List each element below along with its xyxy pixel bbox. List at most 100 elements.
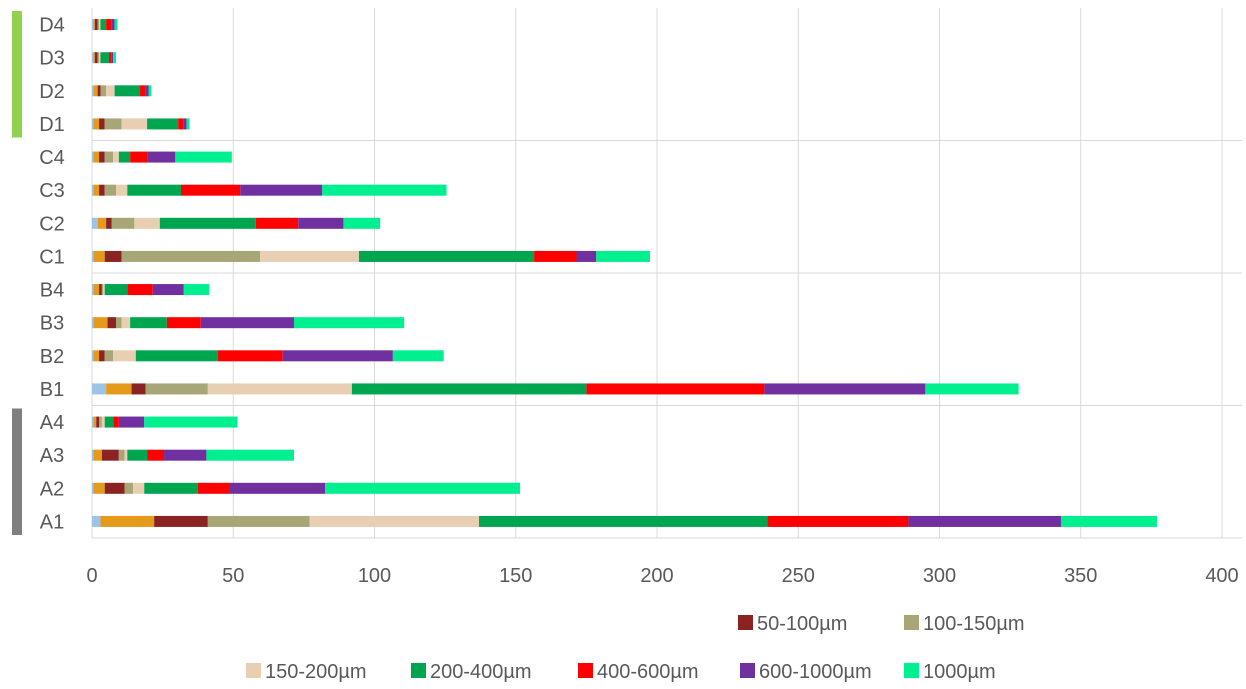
bar-segment-C3-s1: [93, 184, 100, 196]
bar-segment-A3-s6: [147, 449, 165, 461]
bar-segment-D4-s6: [106, 19, 112, 31]
bar-segment-C1-s6: [534, 250, 577, 262]
axes: 0 50 100 150 200 250 300 350 400 A1 A2 A3 A4 B1 B2 B3 B4…: [12, 11, 1242, 587]
bar-segment-A1-s6: [767, 515, 909, 527]
category-label: A2: [40, 478, 64, 500]
bar-segment-C2-s5: [159, 217, 256, 229]
bar-segment-A4-s5: [104, 416, 114, 428]
bar-segment-C4-s2: [99, 151, 105, 163]
legend-swatch: [411, 663, 426, 678]
bar-segment-C2-s7: [298, 217, 344, 229]
bar-segment-C3-s7: [240, 184, 323, 196]
bar-segment-C3-s6: [180, 184, 241, 196]
bar-segment-C3-s4: [116, 184, 128, 196]
category-label: B3: [40, 313, 64, 335]
bar-segment-D2-s0: [92, 85, 94, 97]
bar-segment-B4-s8: [183, 284, 210, 296]
category-label: C1: [39, 246, 65, 268]
bar-segment-B1-s5: [351, 383, 587, 395]
bar-segment-A4-s4: [101, 416, 105, 428]
bar-segment-D1-s1: [93, 118, 100, 130]
bar-segment-B1-s6: [586, 383, 765, 395]
bar-segment-A4-s7: [118, 416, 145, 428]
bar-segment-A2-s1: [93, 482, 105, 494]
bar-segment-D1-s4: [121, 118, 148, 130]
bar-segment-D4-s3: [97, 19, 100, 31]
bar-segment-A1-s4: [309, 515, 480, 527]
bar-segment-A2-s0: [92, 482, 94, 494]
x-tick-label: 50: [222, 565, 244, 587]
bar-segment-A4-s0: [92, 416, 94, 428]
bar-segment-C2-s4: [134, 217, 160, 229]
bar-segment-D4-s4: [99, 19, 101, 31]
bar-segment-D3-s7: [111, 52, 114, 64]
x-tick-label: 150: [499, 565, 532, 587]
bar-segment-A3-s0: [92, 449, 94, 461]
category-label: A4: [40, 412, 64, 434]
bar-segment-B4-s5: [104, 284, 128, 296]
bar-segment-A1-s8: [1060, 515, 1158, 527]
bar-segment-D4-s8: [114, 19, 118, 31]
bar-segment-D4-s0: [92, 19, 94, 31]
bar-segment-A1-s3: [207, 515, 310, 527]
bar-segment-C4-s5: [118, 151, 131, 163]
legend-swatch: [578, 663, 593, 678]
bar-segment-D1-s8: [186, 118, 190, 130]
x-tick-label: 350: [1064, 565, 1097, 587]
bar-segment-B1-s0: [92, 383, 107, 395]
bar-segment-C1-s1: [93, 250, 105, 262]
legend-label: 100-150µm: [923, 613, 1025, 635]
bar-segment-D1-s3: [104, 118, 122, 130]
bar-segment-B4-s6: [127, 284, 153, 296]
bar-segment-B3-s5: [130, 317, 167, 329]
legend-label: 400-600µm: [597, 661, 699, 683]
group-marker-A: [12, 408, 22, 535]
bar-segment-A3-s8: [206, 449, 294, 461]
bar-segment-D4-s2: [94, 19, 98, 31]
bar-segment-B2-s8: [392, 350, 444, 362]
bar-segment-C3-s0: [92, 184, 94, 196]
bar-segment-A3-s5: [127, 449, 148, 461]
category-label: D2: [39, 81, 65, 103]
bar-segment-D2-s5: [114, 85, 141, 97]
bar-segment-B4-s1: [93, 284, 100, 296]
bar-segment-D3-s2: [94, 52, 98, 64]
bar-segment-D1-s0: [92, 118, 94, 130]
bar-segment-A2-s4: [132, 482, 145, 494]
bar-segment-B2-s5: [135, 350, 218, 362]
bar-segment-A2-s6: [197, 482, 230, 494]
bar-segment-C4-s1: [93, 151, 100, 163]
category-label: D1: [39, 114, 65, 136]
bar-segment-A2-s3: [124, 482, 133, 494]
legend-label: 200-400µm: [430, 661, 532, 683]
bar-segment-A3-s7: [164, 449, 207, 461]
bar-segment-A4-s3: [99, 416, 102, 428]
bar-segment-A2-s8: [325, 482, 520, 494]
bar-segment-C1-s3: [121, 250, 261, 262]
group-marker-D: [12, 11, 22, 138]
bar-segment-B4-s0: [92, 284, 94, 296]
bar-segment-D1-s6: [178, 118, 184, 130]
x-tick-label: 300: [923, 565, 956, 587]
bar-segment-A4-s1: [93, 416, 97, 428]
bar-segment-B2-s7: [282, 350, 393, 362]
bar-segment-B1-s1: [106, 383, 132, 395]
bar-segment-C4-s3: [104, 151, 114, 163]
bar-segment-B1-s8: [925, 383, 1019, 395]
bar-segment-C4-s0: [92, 151, 94, 163]
legend-label: 50-100µm: [757, 613, 847, 635]
bar-segment-A2-s2: [104, 482, 125, 494]
x-tick-label: 200: [640, 565, 673, 587]
x-tick-label: 100: [358, 565, 391, 587]
bar-segment-D2-s7: [145, 85, 149, 97]
x-tick-label: 250: [782, 565, 815, 587]
bar-segment-D2-s4: [106, 85, 115, 97]
bar-segment-A3-s1: [93, 449, 102, 461]
bar-segment-C1-s2: [104, 250, 122, 262]
legend-swatch: [904, 663, 919, 678]
bar-segment-A4-s8: [144, 416, 238, 428]
bar-segment-C3-s3: [104, 184, 117, 196]
bar-segment-B3-s6: [166, 317, 201, 329]
bar-segment-C4-s7: [147, 151, 176, 163]
